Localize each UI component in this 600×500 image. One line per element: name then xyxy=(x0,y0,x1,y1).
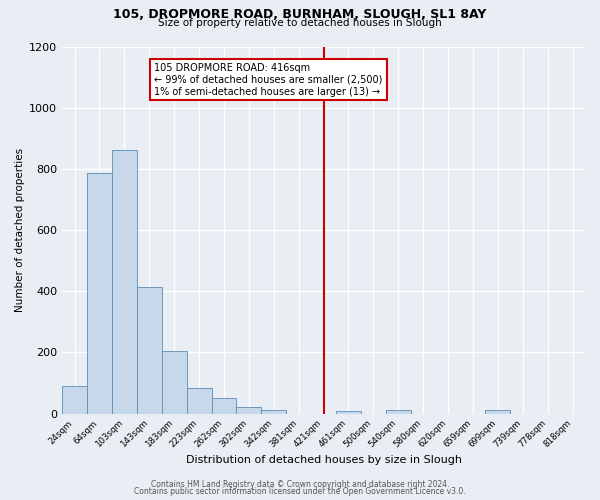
Bar xyxy=(212,398,236,413)
Text: Contains public sector information licensed under the Open Government Licence v3: Contains public sector information licen… xyxy=(134,487,466,496)
Bar xyxy=(62,386,87,413)
Text: 105 DROPMORE ROAD: 416sqm
← 99% of detached houses are smaller (2,500)
1% of sem: 105 DROPMORE ROAD: 416sqm ← 99% of detac… xyxy=(154,64,383,96)
Bar xyxy=(262,410,286,414)
Text: Contains HM Land Registry data © Crown copyright and database right 2024.: Contains HM Land Registry data © Crown c… xyxy=(151,480,449,489)
Bar xyxy=(87,174,112,414)
Bar xyxy=(236,408,262,414)
Bar xyxy=(386,410,411,414)
Bar xyxy=(187,388,212,413)
Text: Size of property relative to detached houses in Slough: Size of property relative to detached ho… xyxy=(158,18,442,28)
Y-axis label: Number of detached properties: Number of detached properties xyxy=(15,148,25,312)
Bar xyxy=(137,286,162,414)
Bar xyxy=(112,150,137,413)
X-axis label: Distribution of detached houses by size in Slough: Distribution of detached houses by size … xyxy=(185,455,461,465)
Text: 105, DROPMORE ROAD, BURNHAM, SLOUGH, SL1 8AY: 105, DROPMORE ROAD, BURNHAM, SLOUGH, SL1… xyxy=(113,8,487,20)
Bar xyxy=(162,351,187,414)
Bar xyxy=(336,410,361,414)
Bar xyxy=(485,410,511,414)
